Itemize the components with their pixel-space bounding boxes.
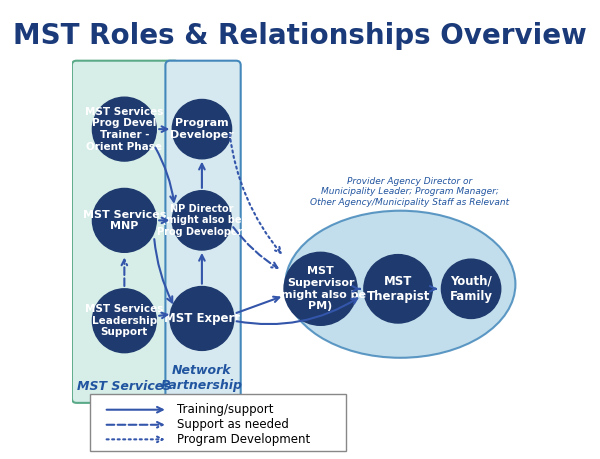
- Text: MST Services: MST Services: [77, 381, 171, 393]
- Text: Program Development: Program Development: [177, 433, 310, 446]
- FancyBboxPatch shape: [72, 61, 179, 403]
- Circle shape: [284, 252, 357, 325]
- Circle shape: [364, 255, 433, 323]
- Text: Training/support: Training/support: [177, 403, 274, 416]
- Text: Support as needed: Support as needed: [177, 418, 289, 431]
- Circle shape: [442, 259, 501, 319]
- Text: MST Services
Prog Devel
Trainer -
Orient Phase: MST Services Prog Devel Trainer - Orient…: [85, 107, 164, 151]
- Text: NP Director
(might also be
Prog Developer): NP Director (might also be Prog Develope…: [157, 204, 247, 237]
- Circle shape: [92, 189, 156, 252]
- Text: Program
Developer: Program Developer: [170, 118, 234, 140]
- Text: MST Services
MNP: MST Services MNP: [83, 210, 166, 231]
- Circle shape: [172, 100, 232, 159]
- FancyBboxPatch shape: [90, 394, 346, 451]
- FancyBboxPatch shape: [166, 61, 241, 403]
- Circle shape: [92, 289, 156, 353]
- Text: Network
Partnership: Network Partnership: [161, 364, 243, 392]
- Circle shape: [92, 97, 156, 161]
- Circle shape: [172, 191, 232, 250]
- Circle shape: [170, 286, 234, 350]
- Text: MST Expert: MST Expert: [164, 312, 240, 325]
- Text: MST Roles & Relationships Overview: MST Roles & Relationships Overview: [13, 22, 587, 50]
- Text: MST
Supervisor
(might also be
PM): MST Supervisor (might also be PM): [275, 266, 365, 311]
- Text: MST Services
Leadership
Support: MST Services Leadership Support: [85, 304, 164, 337]
- Text: Youth/
Family: Youth/ Family: [449, 275, 493, 303]
- Text: Provider Agency Director or
Municipality Leader; Program Manager;
Other Agency/M: Provider Agency Director or Municipality…: [310, 177, 509, 207]
- Text: MST
Therapist: MST Therapist: [367, 275, 430, 303]
- Ellipse shape: [286, 211, 515, 358]
